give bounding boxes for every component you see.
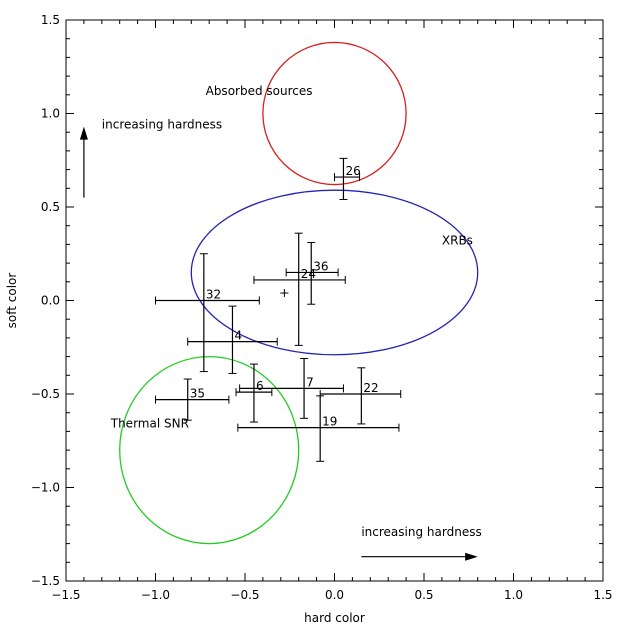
x-tick-label: −1.0	[141, 588, 170, 602]
x-tick-label: 0.0	[325, 588, 344, 602]
point-label: 7	[306, 375, 314, 389]
y-tick-label: 0.0	[41, 294, 60, 308]
region-ellipse	[190, 189, 479, 356]
data-point: 7	[239, 357, 344, 419]
point-label: 22	[363, 381, 378, 395]
classification-regions: Absorbed sources XRBs Thermal SNR	[110, 41, 479, 545]
data-point: 36	[285, 242, 339, 305]
point-label: 35	[190, 387, 205, 401]
data-point: 22	[319, 367, 402, 425]
axis-ticks: −1.5 −1.0 −0.5 0.0 0.5 1.0 1.5 −1.5 −1.0 −0.5 0.0 0…	[31, 13, 613, 602]
hardness-annotation: increasing hardness	[361, 525, 481, 539]
region-label: Absorbed sources	[206, 84, 313, 98]
data-point: 24	[253, 232, 346, 346]
annotations: increasing hardness increasing hardness	[79, 117, 482, 561]
data-point: 4	[187, 305, 278, 374]
y-tick-label: 1.0	[41, 107, 60, 121]
x-tick-label: 0.5	[414, 588, 433, 602]
y-tick-label: 1.5	[41, 13, 60, 27]
point-label: 6	[256, 379, 264, 393]
arrow-head-right	[465, 552, 478, 561]
x-tick-label: −1.5	[51, 588, 80, 602]
data-point: 6	[235, 363, 273, 423]
region-ellipse	[119, 355, 300, 545]
arrow-head-up	[79, 126, 88, 140]
data-point: 26	[334, 157, 361, 201]
x-axis-label: hard color	[304, 611, 365, 625]
region-ellipse	[262, 41, 407, 186]
y-axis-label: soft color	[5, 273, 19, 329]
region-label: XRBs	[442, 233, 473, 247]
point-label: 36	[313, 259, 328, 273]
point-label: 32	[206, 288, 221, 302]
region-label: Thermal SNR	[110, 417, 189, 431]
y-tick-label: −0.5	[31, 387, 60, 401]
hardness-annotation: increasing hardness	[102, 117, 222, 131]
y-tick-label: −1.5	[31, 574, 60, 588]
data-point: 35	[155, 378, 230, 421]
x-tick-label: 1.5	[593, 588, 612, 602]
point-label: 19	[322, 415, 337, 429]
data-point	[280, 289, 289, 298]
point-label: 26	[345, 164, 360, 178]
y-tick-label: −1.0	[31, 481, 60, 495]
data-point: 19	[237, 395, 400, 462]
y-tick-label: 0.5	[41, 200, 60, 214]
x-tick-label: −0.5	[230, 588, 259, 602]
plot-frame	[65, 19, 604, 582]
point-label: 24	[301, 267, 316, 281]
point-label: 4	[234, 329, 242, 343]
x-tick-label: 1.0	[504, 588, 523, 602]
data-point: 32	[155, 253, 260, 373]
